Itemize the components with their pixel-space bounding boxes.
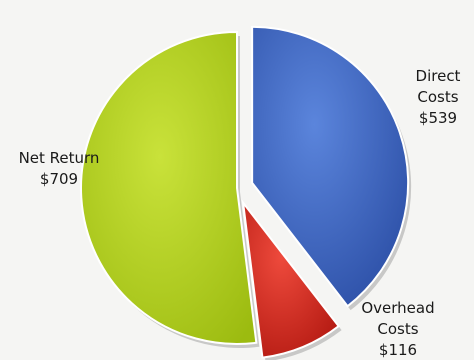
slice-label-value: $539 — [418, 109, 458, 127]
pie-slice-direct-costs — [251, 25, 410, 308]
slice-label-value: $709 — [39, 170, 79, 188]
slice-label-line: Costs — [377, 320, 419, 338]
slice-label-overhead-costs: Overhead Costs $116 — [356, 298, 440, 360]
slice-label-value: $116 — [378, 341, 418, 359]
pie-slice-net-return — [80, 30, 258, 345]
slice-label-line: Costs — [417, 88, 459, 106]
slice-label-line: Overhead — [361, 299, 435, 317]
slice-label-line: Net Return — [18, 149, 100, 167]
slice-label-direct-costs: Direct Costs $539 — [414, 66, 462, 129]
slice-label-line: Direct — [415, 67, 461, 85]
slice-label-net-return: Net Return $709 — [4, 148, 114, 190]
pie-slice-overhead-costs — [241, 199, 340, 359]
